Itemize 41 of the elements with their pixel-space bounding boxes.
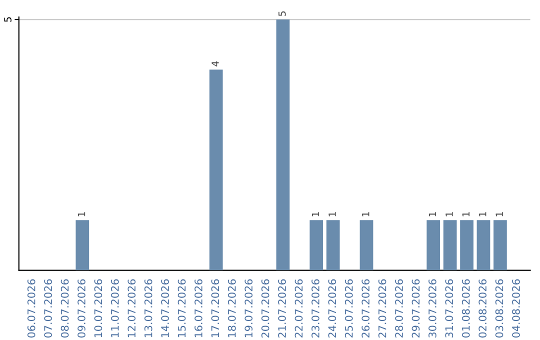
- x-tick-label: 09.07.2026: [78, 279, 86, 338]
- x-tick-label: 24.07.2026: [328, 279, 336, 338]
- x-tick-label: 17.07.2026: [211, 279, 220, 338]
- data-label: 1: [328, 212, 336, 216]
- x-tick-label: 30.07.2026: [428, 279, 436, 338]
- x-tick-label: 01.08.2026: [462, 279, 470, 338]
- x-tick-label: 02.08.2026: [478, 279, 487, 338]
- x-tick-label: 08.07.2026: [60, 279, 69, 338]
- data-label: 1: [362, 212, 370, 216]
- x-tick-label: 31.07.2026: [445, 279, 454, 338]
- data-label: 1: [78, 212, 86, 216]
- data-label: 5: [278, 11, 286, 16]
- data-label: 1: [462, 212, 470, 216]
- data-label: 1: [446, 212, 453, 216]
- data-label: 1: [496, 212, 503, 216]
- x-tick-label: 29.07.2026: [412, 279, 420, 338]
- x-tick-label: 19.07.2026: [244, 279, 253, 338]
- x-tick-label: 25.07.2026: [344, 279, 353, 338]
- x-tick-label: 18.07.2026: [228, 279, 236, 338]
- x-tick-label: 16.07.2026: [194, 279, 202, 338]
- data-label: 1: [428, 212, 436, 216]
- x-tick-label: 07.07.2026: [44, 279, 52, 338]
- x-tick-label: 20.07.2026: [261, 279, 270, 338]
- x-tick-label: 13.07.2026: [144, 279, 152, 338]
- x-tick-label: 11.07.2026: [110, 279, 119, 338]
- x-tick-label: 15.07.2026: [178, 279, 186, 338]
- x-tick-label: 22.07.2026: [294, 279, 303, 338]
- x-tick-label: 10.07.2026: [94, 279, 102, 338]
- x-tick-label: 12.07.2026: [128, 279, 136, 338]
- x-tick-label: 03.08.2026: [495, 279, 504, 338]
- x-tick-label: 23.07.2026: [312, 279, 320, 338]
- x-tick-label: 27.07.2026: [378, 279, 386, 338]
- data-label: 1: [479, 212, 486, 216]
- x-tick-label: 21.07.2026: [278, 279, 286, 338]
- x-tick-label: 04.08.2026: [512, 279, 520, 338]
- x-tick-label: 14.07.2026: [161, 279, 169, 338]
- data-label: 4: [212, 61, 219, 66]
- x-tick-label: 26.07.2026: [362, 279, 370, 338]
- data-label: 1: [312, 212, 320, 216]
- x-tick-label: 28.07.2026: [395, 279, 403, 338]
- x-tick-label: 06.07.2026: [27, 279, 36, 338]
